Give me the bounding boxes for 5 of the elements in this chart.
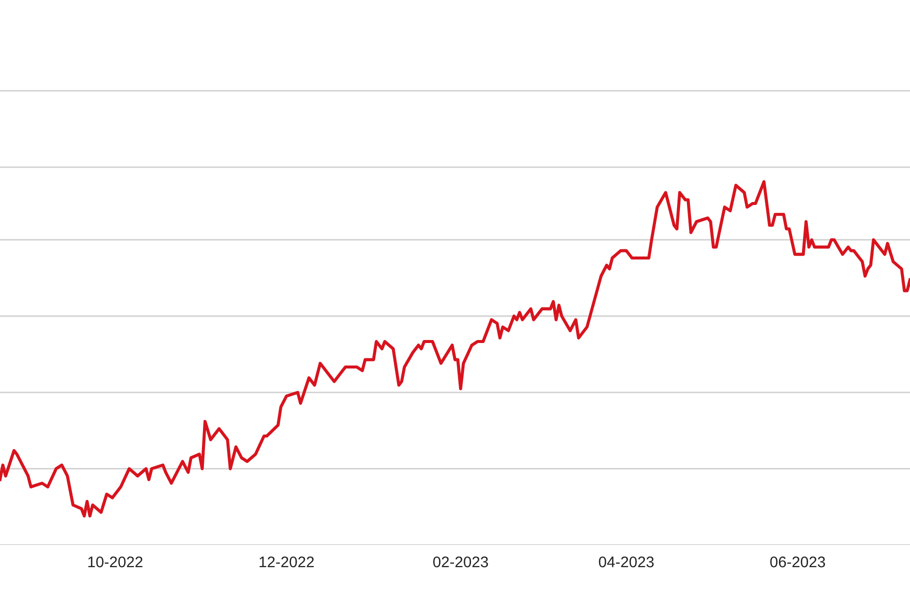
x-tick-label: 06-2023: [770, 556, 826, 568]
x-tick-label: 04-2023: [598, 556, 654, 568]
x-tick-label: 10-2022: [88, 556, 142, 568]
x-tick-label: 12-2022: [260, 556, 314, 568]
x-tick-label: 02-2023: [433, 556, 488, 568]
